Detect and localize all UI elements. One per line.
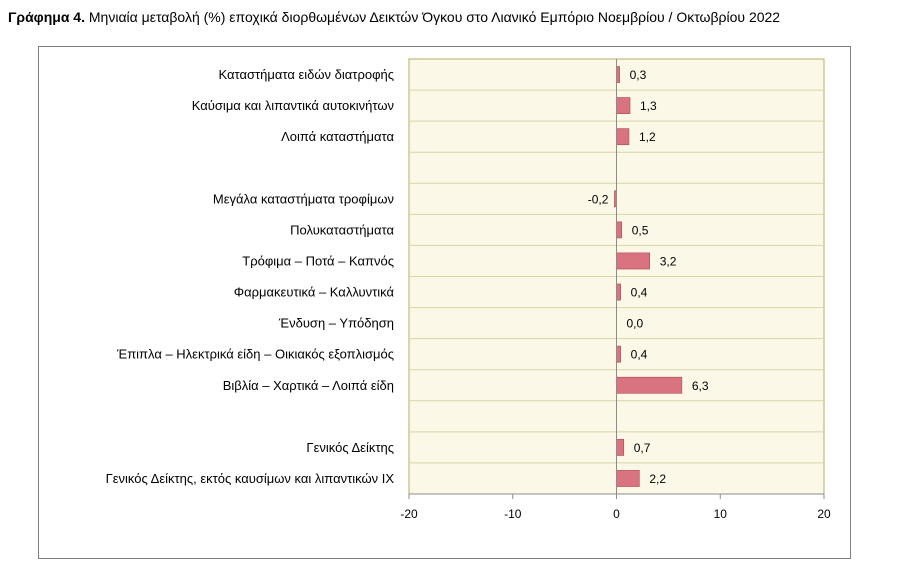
category-label: Τρόφιμα – Ποτά – Καπνός (242, 253, 394, 268)
bar (616, 283, 621, 301)
category-label: Λοιπά καταστήματα (281, 129, 394, 144)
bar (616, 221, 622, 239)
category-label: Μεγάλα καταστήματα τροφίμων (213, 191, 394, 206)
data-label: 3,2 (660, 254, 677, 268)
data-label: -0,2 (588, 192, 609, 206)
data-label: 2,2 (649, 472, 666, 486)
data-label: 1,2 (639, 130, 656, 144)
data-label: 0,0 (627, 317, 644, 331)
chart-title: Γράφημα 4. Μηνιαία μεταβολή (%) εποχικά … (8, 9, 780, 25)
category-label: Γενικός Δείκτης (306, 440, 394, 455)
bar (616, 439, 625, 456)
x-tick-label: 10 (714, 507, 728, 521)
category-label: Φαρμακευτικά – Καλλυντικά (234, 285, 395, 300)
category-label: Γενικός Δείκτης, εκτός καυσίμων και λιπα… (106, 471, 395, 486)
bar (616, 470, 640, 487)
bar (616, 252, 651, 270)
data-label: 0,4 (631, 348, 648, 362)
data-label: 1,3 (640, 99, 657, 113)
category-label: Καταστήματα ειδών διατροφής (219, 67, 394, 82)
axes (408, 59, 825, 499)
data-label: 6,3 (692, 379, 709, 393)
x-tick-label: -20 (400, 507, 418, 521)
data-label: 0,5 (632, 223, 649, 237)
data-labels: 0,3 1,3 1,2 -0,2 0,5 3,2 0,4 0,0 0,4 6,3 0,7 2,2 (588, 68, 709, 486)
category-label: Πολυκαταστήματα (290, 222, 394, 237)
x-tick-label: -10 (504, 507, 522, 521)
chart-title-text: Μηνιαία μεταβολή (%) εποχικά διορθωμένων… (88, 9, 781, 25)
bar (616, 128, 630, 146)
category-label: Ένδυση – Υπόδηση (278, 316, 394, 331)
x-tick-labels: -20 -10 0 10 20 (400, 507, 831, 521)
category-label: Έπιπλα – Ηλεκτρικά είδη – Οικιακός εξοπλ… (116, 347, 394, 362)
data-label: 0,4 (631, 286, 648, 300)
bar (616, 376, 683, 394)
chart-title-label: Γράφημα 4. (8, 9, 85, 25)
category-labels: Καταστήματα ειδών διατροφής Καύσιμα και λ… (106, 67, 395, 486)
data-label: 0,3 (630, 68, 647, 82)
data-label: 0,7 (634, 441, 651, 455)
x-tick-label: 0 (613, 507, 620, 521)
bar (616, 345, 621, 363)
x-tick-label: 20 (817, 507, 831, 521)
category-label: Βιβλία – Χαρτικά – Λοιπά είδη (223, 378, 394, 393)
category-label: Καύσιμα και λιπαντικά αυτοκινήτων (192, 98, 394, 113)
bar (616, 97, 631, 114)
